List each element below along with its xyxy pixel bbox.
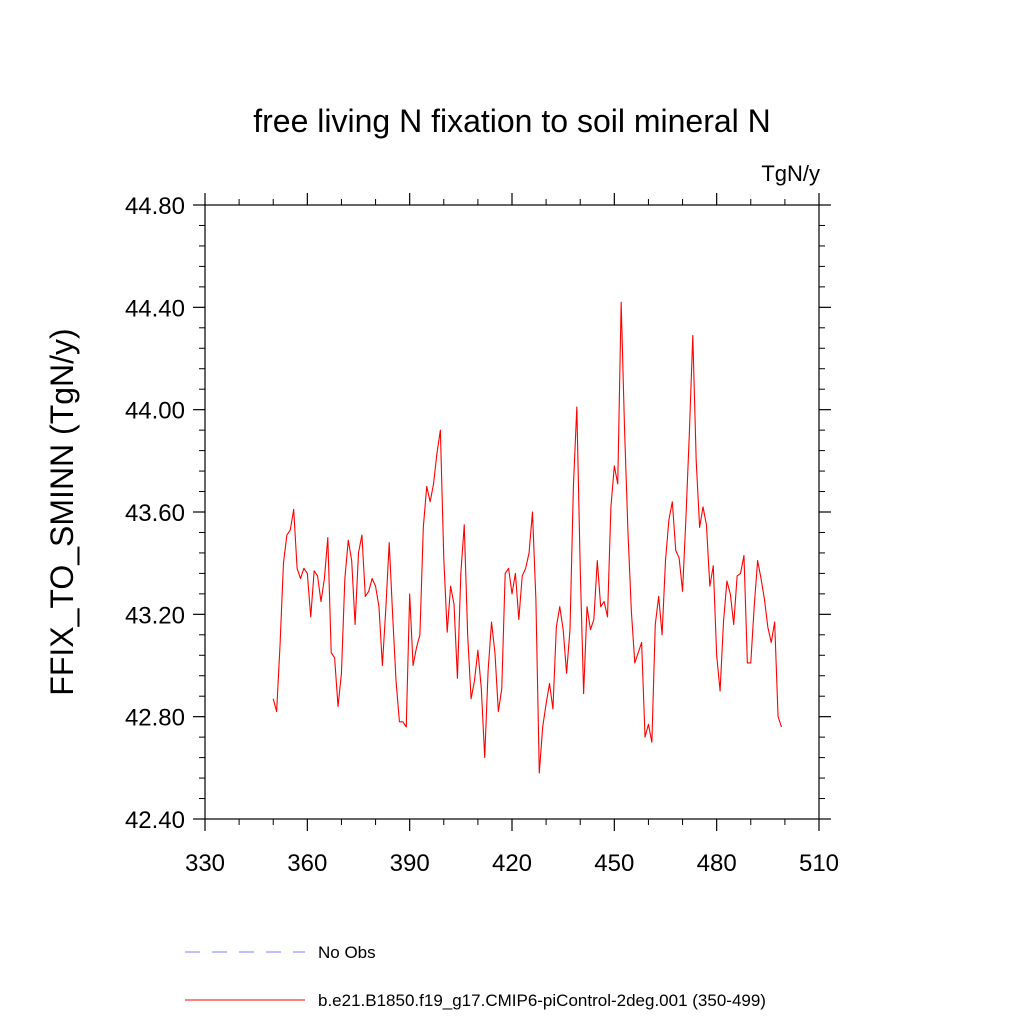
- x-tick-label: 480: [697, 850, 737, 877]
- y-tick-label: 43.60: [125, 500, 185, 527]
- y-tick-label: 44.80: [125, 193, 185, 220]
- y-tick-label: 44.00: [125, 398, 185, 425]
- x-tick-label: 360: [287, 850, 327, 877]
- x-tick-label: 330: [185, 850, 225, 877]
- y-tick-label: 42.40: [125, 807, 185, 834]
- x-tick-label: 420: [492, 850, 532, 877]
- x-tick-labels: 330 360 390 420 450 480 510: [185, 850, 839, 877]
- x-tick-label: 510: [799, 850, 839, 877]
- axis-ticks: [193, 193, 831, 831]
- y-tick-labels: 42.40 42.80 43.20 43.60 44.00 44.40 44.80: [125, 193, 185, 834]
- legend-label-no-obs: No Obs: [318, 943, 376, 962]
- chart-title: free living N fixation to soil mineral N: [253, 103, 771, 139]
- series-line: [272, 301, 783, 774]
- y-tick-label: 44.40: [125, 295, 185, 322]
- legend-label-control-run: b.e21.B1850.f19_g17.CMIP6-piControl-2deg…: [318, 991, 766, 1010]
- series-group: [272, 301, 783, 774]
- units-label: TgN/y: [761, 161, 820, 186]
- y-tick-label: 43.20: [125, 602, 185, 629]
- x-tick-label: 450: [594, 850, 634, 877]
- plot-frame: [204, 204, 820, 820]
- legend: No Obs b.e21.B1850.f19_g17.CMIP6-piContr…: [185, 943, 766, 1010]
- x-tick-label: 390: [390, 850, 430, 877]
- y-axis-label: FFIX_TO_SMINN (TgN/y): [44, 328, 80, 695]
- y-tick-label: 42.80: [125, 705, 185, 732]
